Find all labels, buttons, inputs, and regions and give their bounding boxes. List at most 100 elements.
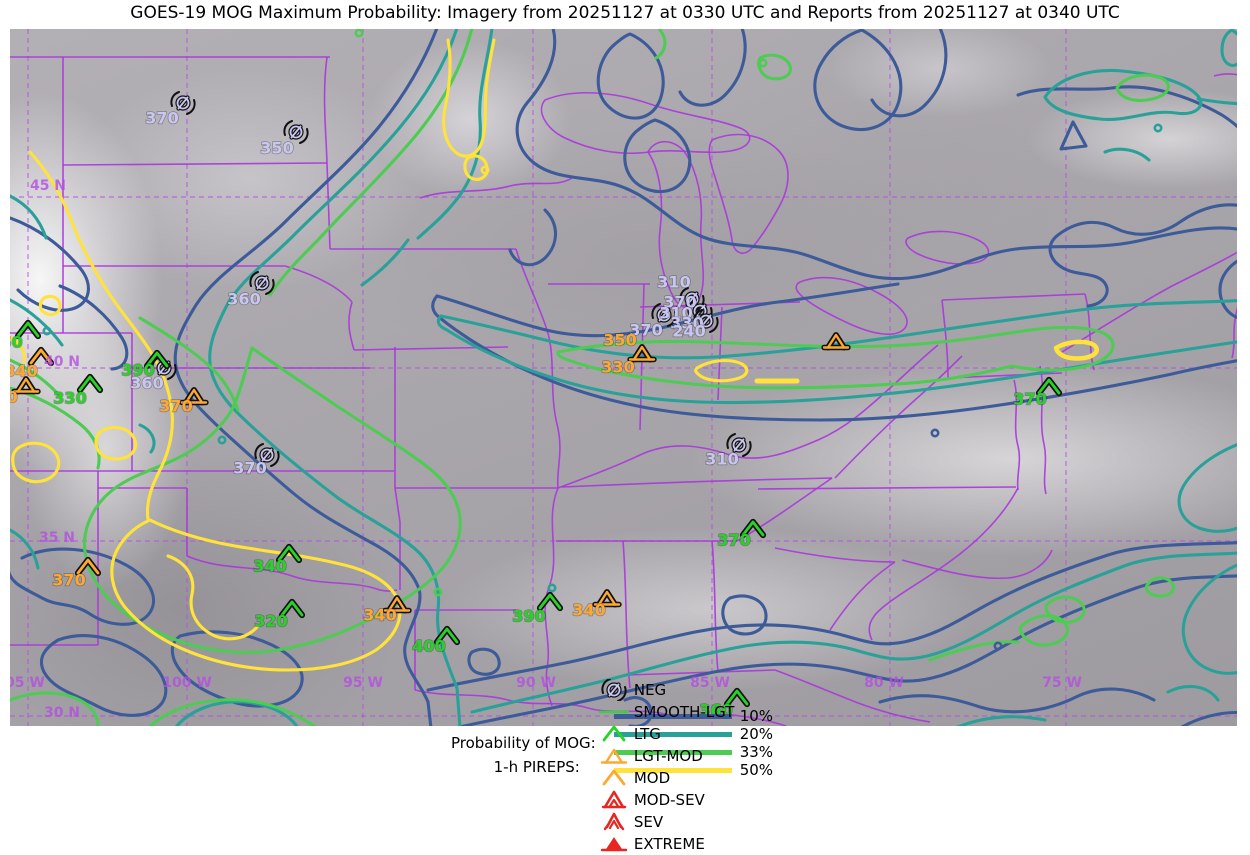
contour-dot [217,435,227,445]
legend-level-line [613,767,732,773]
flight-level-label: 370 [159,397,192,416]
contour-dot [930,428,940,438]
contour-p33 [1044,595,1086,624]
pirep-smooth-icon [598,710,630,714]
flight-level-label: 370 [145,109,178,128]
pirep-lgtmod-icon [592,589,622,608]
pirep-ltg-icon [536,591,564,612]
contour-p10 [1048,203,1237,308]
pirep-mod-icon [602,769,626,786]
flight-level-label: 310 [657,273,690,292]
legend-pirep-MOD-SEV: MOD-SEV [598,789,735,811]
state-border [544,487,559,707]
state-border [941,293,1086,301]
grid-label: 85 W [690,675,730,691]
state-border [622,540,631,689]
contour-p10 [813,29,903,132]
state-border [774,547,896,563]
contour-p20 [1043,68,1203,122]
contour-dot [480,165,490,175]
state-border [717,306,723,401]
pirep-mod-icon [27,346,55,367]
pirep-ltg-icon [14,319,42,340]
contour-p10 [515,29,1237,281]
pirep-neg-icon [693,309,719,333]
legend-pirep-SMOOTH-LGT: SMOOTH-LGT [598,701,734,723]
map-overlay: 3703503603603703103703103302403703103403… [0,29,1237,726]
contour-p10 [467,647,501,676]
legend-pirep-EXTREME: EXTREME [598,833,735,855]
pirep-ltg-icon [602,725,626,742]
pirep-ltg-icon [275,543,303,564]
contour-p33 [1018,614,1069,647]
pirep-neg-icon [651,303,677,327]
pirep-ltg-icon [76,373,104,394]
contour-p20 [10,298,64,347]
legend-pireps: 1-h PIREPS: NEG SMOOTH-LGT LTG LGT-MOD MOD MO… [0,679,1250,853]
contour-p10 [10,547,155,626]
legend-pirep-label: EXTREME [633,835,705,853]
contour-p33 [138,316,240,412]
contour-dot [42,326,52,336]
state-border [774,669,931,723]
flight-level-label: 310 [705,450,738,469]
contour-p10 [435,282,900,338]
contour-p20 [174,700,299,726]
state-border [905,230,990,265]
pirep-neg-icon [679,287,705,311]
flight-level-label: 340 [253,557,286,576]
contour-p33 [10,358,60,396]
contour-p10 [870,29,948,118]
contour-p50 [38,294,62,317]
flight-level-label: 340 [4,362,37,381]
contour-p20 [1166,684,1220,702]
legend-level-33%: 33% [613,743,773,761]
state-border [708,133,789,254]
contour-p20 [1177,443,1237,533]
contour-p10 [1059,120,1088,151]
pirep-extreme-icon [600,837,628,852]
flight-level-label: 370 [52,571,85,590]
legend-level-line [613,731,732,737]
contour-p20 [436,314,1237,405]
contour-dot [993,641,1003,651]
legend-level-50%: 50% [613,761,773,779]
pirep-ltg-icon [739,518,767,539]
contour-p33 [10,691,100,726]
grid-label: 35 N [39,530,75,546]
flight-level-label: 390 [121,361,154,380]
contour-p10 [623,696,653,726]
state-border [647,140,705,309]
legend-pirep-label: LGT-MOD [633,747,703,765]
flight-level-label: 370 [717,531,750,550]
state-border [834,355,963,479]
flight-level-label: 360 [0,333,23,352]
page-title: GOES-19 MOG Maximum Probability: Imagery… [130,3,1120,23]
flight-level-label: 400 [412,637,445,656]
contour-p33 [556,325,1115,390]
flight-level-label: 370 [1013,390,1046,409]
state-border [540,92,751,155]
flight-level-label: 320 [254,612,287,631]
grid-label: 80 W [864,675,904,691]
state-border [1013,379,1021,491]
contour-p20 [1103,147,1151,162]
state-border [186,555,398,592]
state-border [736,477,833,542]
contour-p50 [10,336,26,364]
flight-level-label: 340 [572,601,605,620]
legend-level-20%: 20% [613,725,773,743]
contour-dot [758,58,768,68]
pirep-neg-icon [170,91,196,115]
contour-p20 [10,528,40,570]
pirep-neg-icon [249,271,275,295]
legend-level-label: 10% [739,707,774,725]
grid-label: 40 N [44,354,80,370]
legend-level-line [613,749,732,755]
grid-label: 95 W [343,675,383,691]
legend-pirep-LTG: LTG [598,723,735,745]
pirep-ltg-icon [1035,376,1063,397]
state-border [394,347,401,590]
contour-p20 [138,423,156,454]
contour-p20 [416,29,494,240]
